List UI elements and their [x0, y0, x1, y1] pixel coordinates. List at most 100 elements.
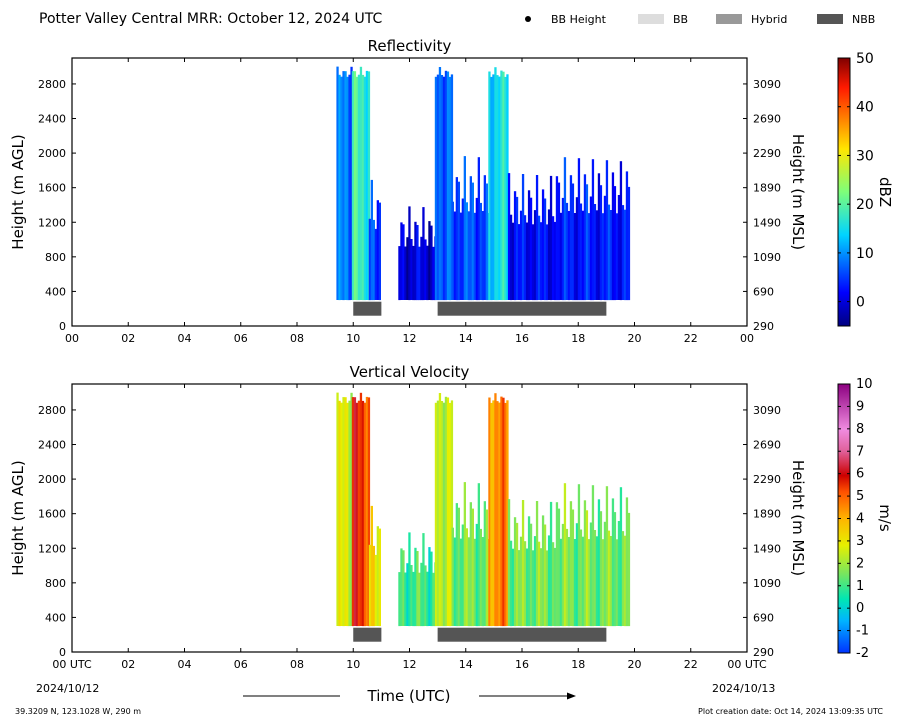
echo-strip — [351, 397, 355, 627]
echo-strip — [563, 483, 567, 627]
nbb-bar — [353, 301, 382, 316]
y-tick-label: 2000 — [38, 147, 66, 160]
echo-strip — [627, 512, 631, 627]
echo-strip — [593, 204, 597, 300]
echo-strip — [361, 400, 365, 627]
echo-strip — [359, 392, 363, 626]
echo-strip — [583, 500, 587, 627]
echo-strip — [406, 237, 409, 300]
echo-strip — [473, 538, 476, 626]
echo-strip — [404, 572, 407, 626]
echo-strip — [599, 511, 603, 627]
echo-strip — [569, 175, 573, 300]
echo-strip — [611, 498, 615, 627]
echo-strip — [535, 501, 539, 627]
legend-label: BB Height — [551, 13, 607, 26]
echo-column — [351, 66, 371, 301]
x-tick-label: 00 UTC — [727, 658, 767, 671]
echo-strip — [537, 541, 541, 626]
colorbar-tick-label: 8 — [856, 422, 864, 437]
colorbar-tick-label: -2 — [856, 646, 869, 661]
y-tick-label: 1200 — [38, 216, 66, 229]
echo-strip — [440, 75, 444, 301]
echo-strip — [587, 539, 591, 626]
y-tick-label: 800 — [45, 251, 66, 264]
y-tick-label: 800 — [45, 577, 66, 590]
echo-strip — [426, 571, 429, 627]
echo-strip — [436, 74, 440, 301]
echo-strip — [571, 183, 575, 301]
x-tick-label: 00 — [65, 332, 79, 345]
x-tick-label: 22 — [684, 658, 698, 671]
colorbar-tick-label: 9 — [856, 399, 864, 414]
echo-strip — [549, 501, 553, 627]
echo-strip — [412, 571, 415, 627]
echo-strip — [432, 572, 435, 627]
echo-strip — [541, 515, 545, 626]
colorbar-label: dBZ — [876, 177, 894, 207]
colorbar-tick-label: 30 — [856, 148, 874, 164]
echo-strip — [511, 548, 515, 626]
echo-strip — [507, 499, 511, 626]
colorbar-tick-label: 3 — [856, 534, 864, 549]
x-tick-label: 16 — [515, 332, 529, 345]
echo-strip — [567, 211, 571, 301]
nbb-bar — [353, 627, 382, 642]
y-tick-label: 400 — [45, 611, 66, 624]
echo-strip — [359, 66, 363, 300]
y-tick-label-right: 1090 — [753, 251, 781, 264]
x-tick-label: 18 — [571, 332, 585, 345]
echo-strip — [418, 246, 421, 301]
echo-strip — [475, 197, 478, 301]
echo-strip — [438, 67, 442, 301]
echo-strip — [525, 548, 529, 627]
echo-strip — [451, 527, 454, 626]
echo-strip — [448, 402, 452, 627]
echo-strip — [625, 497, 629, 627]
echo-strip — [557, 508, 561, 627]
echo-strip — [553, 221, 557, 301]
echo-strip — [539, 222, 543, 301]
echo-strip — [469, 502, 472, 627]
echo-strip — [442, 76, 446, 301]
echo-strip — [603, 195, 607, 301]
echo-strip — [446, 397, 450, 626]
echo-strip — [340, 402, 343, 626]
echo-strip — [490, 402, 493, 627]
echo-strip — [601, 213, 605, 300]
echo-strip — [567, 537, 571, 627]
x-tick-label: 16 — [515, 658, 529, 671]
echo-strip — [434, 76, 438, 300]
colorbar-tick-label: 6 — [856, 467, 864, 482]
echo-strip — [585, 510, 589, 626]
echo-column — [451, 156, 490, 301]
echo-strip — [547, 535, 551, 626]
echo-strip — [442, 402, 446, 627]
location-note: 39.3209 N, 123.1028 W, 290 m — [15, 707, 141, 716]
echo-strip — [378, 528, 381, 627]
echo-strip — [555, 502, 559, 627]
time-arrow-head-icon — [567, 692, 576, 700]
echo-strip — [488, 71, 491, 300]
echo-strip — [581, 210, 585, 301]
echo-strip — [426, 245, 429, 301]
echo-strip — [494, 393, 497, 627]
echo-strip — [506, 400, 509, 626]
echo-strip — [603, 521, 607, 627]
echo-strip — [370, 505, 373, 627]
x-tick-label: 04 — [178, 332, 192, 345]
echo-strip — [450, 400, 454, 626]
x-tick-label: 00 — [740, 332, 754, 345]
echo-strip — [565, 528, 569, 626]
echo-strip — [589, 196, 593, 301]
echo-strip — [459, 538, 462, 626]
echo-strip — [551, 542, 555, 626]
echo-strip — [436, 400, 440, 627]
x-tick-label: 14 — [459, 658, 473, 671]
colorbar-tick-label: 2 — [856, 556, 864, 571]
echo-strip — [605, 486, 609, 627]
x-tick-label: 10 — [346, 332, 360, 345]
y-tick-label-right: 2690 — [753, 439, 781, 452]
y-tick-label: 0 — [59, 320, 66, 333]
